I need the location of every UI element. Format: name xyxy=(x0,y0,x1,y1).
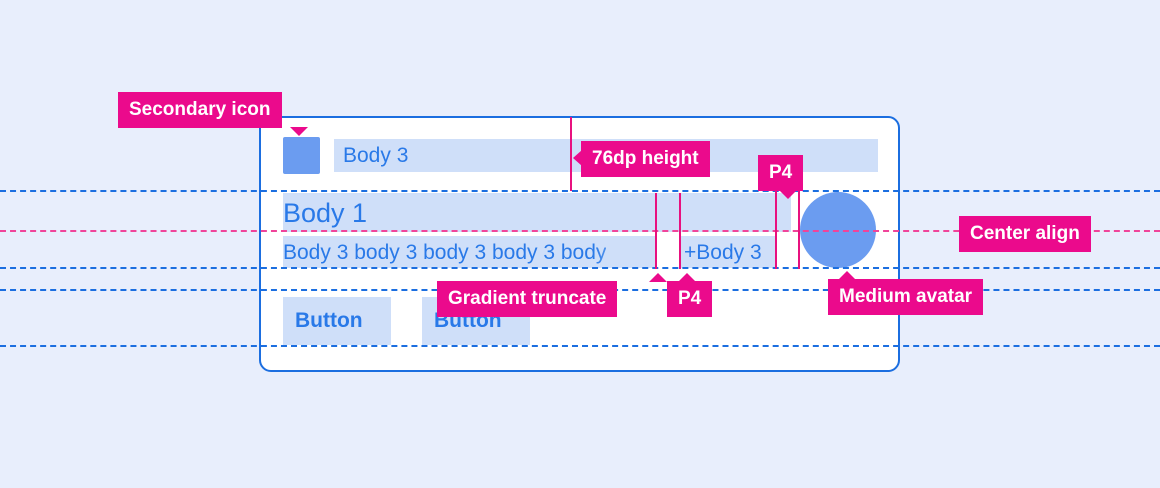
annotation-label: Secondary icon xyxy=(129,99,271,120)
annotation-p4-bottom: P4 xyxy=(667,273,713,317)
caret-up-icon xyxy=(838,271,856,280)
annotation-label: P4 xyxy=(678,288,702,309)
measure-line-avatar-pad-left xyxy=(775,191,777,269)
guideline-content-bottom xyxy=(0,267,1160,269)
guideline-actions-bottom xyxy=(0,345,1160,347)
annotation-label: Gradient truncate xyxy=(448,288,607,309)
annotation-p4-top: P4 xyxy=(758,155,804,199)
highlight-button-1 xyxy=(283,297,391,345)
caret-down-icon xyxy=(290,127,308,136)
measure-line-top-divider xyxy=(570,117,572,191)
annotation-label: P4 xyxy=(769,162,793,183)
guideline-center-align xyxy=(0,230,1160,232)
highlight-body3-long xyxy=(283,236,655,268)
top-row-body-text: Body 3 xyxy=(343,144,409,167)
annotation-secondary-icon: Secondary icon xyxy=(118,92,308,136)
card-title: Body 1 xyxy=(283,198,368,228)
annotation-medium-avatar: Medium avatar xyxy=(828,271,984,315)
measure-line-truncate-right xyxy=(679,193,681,269)
measure-line-truncate-left xyxy=(655,193,657,269)
caret-left-icon xyxy=(573,150,582,166)
caret-up-icon xyxy=(649,273,667,282)
annotation-label: Center align xyxy=(970,223,1080,244)
guideline-top-row-bottom xyxy=(0,190,1160,192)
card-subtitle: Body 3 body 3 body 3 body 3 body xyxy=(283,241,607,264)
annotation-label: 76dp height xyxy=(592,148,699,169)
caret-down-icon xyxy=(779,190,797,199)
highlight-body3-plus xyxy=(680,236,775,268)
annotation-76dp-height: 76dp height xyxy=(573,141,710,177)
annotation-center-align: Center align xyxy=(959,216,1091,252)
action-button-1[interactable]: Button xyxy=(295,309,363,332)
highlight-body1 xyxy=(283,193,791,232)
caret-up-icon xyxy=(678,273,696,282)
measure-line-avatar-pad-right xyxy=(798,191,800,269)
annotation-label: Medium avatar xyxy=(839,286,973,307)
overflow-count-label: +Body 3 xyxy=(684,241,762,264)
secondary-icon[interactable] xyxy=(283,137,320,174)
annotation-gradient-truncate: Gradient truncate xyxy=(437,273,667,317)
